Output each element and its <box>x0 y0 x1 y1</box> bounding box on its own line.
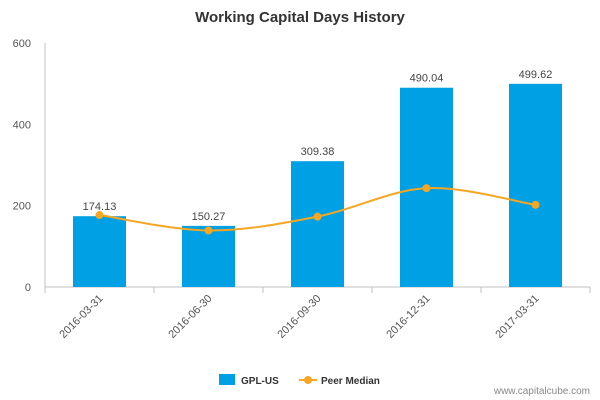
x-tick-label: 2016-03-31 <box>57 293 105 341</box>
y-tick-label: 200 <box>13 201 31 213</box>
peer-median-point <box>95 211 104 220</box>
peer-median-point <box>313 212 322 221</box>
bar <box>509 83 562 287</box>
y-tick-label: 0 <box>25 282 31 294</box>
legend[interactable]: GPL-US Peer Median <box>219 374 380 387</box>
data-labels: 174.13 150.27 309.38 490.04 499.62 <box>83 69 553 223</box>
legend-label-gpl-us: GPL-US <box>241 376 279 387</box>
bar-data-label: 490.04 <box>410 73 444 85</box>
legend-swatch-gpl-us <box>219 374 235 385</box>
peer-median-series <box>95 184 540 235</box>
x-tick-label: 2016-12-31 <box>384 293 432 341</box>
x-tick-label: 2016-06-30 <box>166 293 214 341</box>
peer-median-point <box>531 200 540 209</box>
y-tick-label: 600 <box>13 38 31 50</box>
x-tick-label: 2017-03-31 <box>493 293 541 341</box>
peer-median-point <box>422 184 431 193</box>
bar-data-label: 309.38 <box>301 146 335 158</box>
y-tick-label: 400 <box>13 119 31 131</box>
bar <box>291 161 344 287</box>
bar-data-label: 150.27 <box>192 211 226 223</box>
legend-label-peer-median: Peer Median <box>321 376 380 387</box>
credit-text: www.capitalcube.com <box>493 386 590 397</box>
bar-data-label: 499.62 <box>519 69 553 81</box>
bar <box>182 225 235 287</box>
legend-marker-peer-median <box>304 376 312 384</box>
bar <box>73 216 126 287</box>
bar-series <box>73 83 562 287</box>
chart-title: Working Capital Days History <box>195 9 405 26</box>
bar-data-label: 174.13 <box>83 201 117 213</box>
peer-median-point <box>204 226 213 235</box>
x-tick-label: 2016-09-30 <box>275 293 323 341</box>
